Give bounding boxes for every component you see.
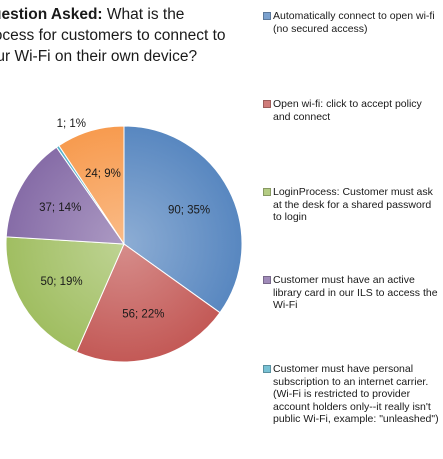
legend-swatch — [263, 100, 271, 108]
legend-label: Customer must have personal subscription… — [273, 363, 439, 425]
legend-item: Customer must have personal subscription… — [263, 363, 441, 426]
question-text: What is the process for customers to con… — [0, 6, 226, 65]
slice-data-label: 1; 1% — [57, 118, 86, 130]
legend-swatch — [263, 12, 271, 20]
pie-slice — [75, 243, 221, 363]
legend-label: Customer must have an active library car… — [273, 274, 438, 311]
pie-slice — [58, 125, 125, 246]
legend-label: Automatically connect to open wi-fi (no … — [273, 10, 435, 35]
slice-data-label: 37; 14% — [39, 202, 81, 214]
slice-data-label: 90; 35% — [168, 205, 210, 217]
slice-data-label: 50; 19% — [40, 276, 82, 288]
question-label: Question Asked: — [0, 6, 103, 23]
slice-data-label: 24; 9% — [85, 168, 121, 180]
legend-label: Open wi-fi: click to accept policy and c… — [273, 98, 422, 123]
pie-slice — [5, 146, 126, 245]
pie-slice — [5, 236, 125, 353]
legend-swatch — [263, 276, 271, 284]
legend-item: Automatically connect to open wi-fi (no … — [263, 10, 441, 35]
chart-title: Question Asked: What is the process for … — [0, 4, 230, 67]
legend-item: Customer must have an active library car… — [263, 274, 441, 312]
slice-data-label: 56; 22% — [122, 309, 164, 321]
legend-label: LoginProcess: Customer must ask at the d… — [273, 186, 433, 223]
legend-item: LoginProcess: Customer must ask at the d… — [263, 186, 441, 224]
legend-swatch — [263, 188, 271, 196]
pie-slice — [123, 125, 243, 314]
legend-swatch — [263, 365, 271, 373]
legend-item: Open wi-fi: click to accept policy and c… — [263, 98, 441, 123]
